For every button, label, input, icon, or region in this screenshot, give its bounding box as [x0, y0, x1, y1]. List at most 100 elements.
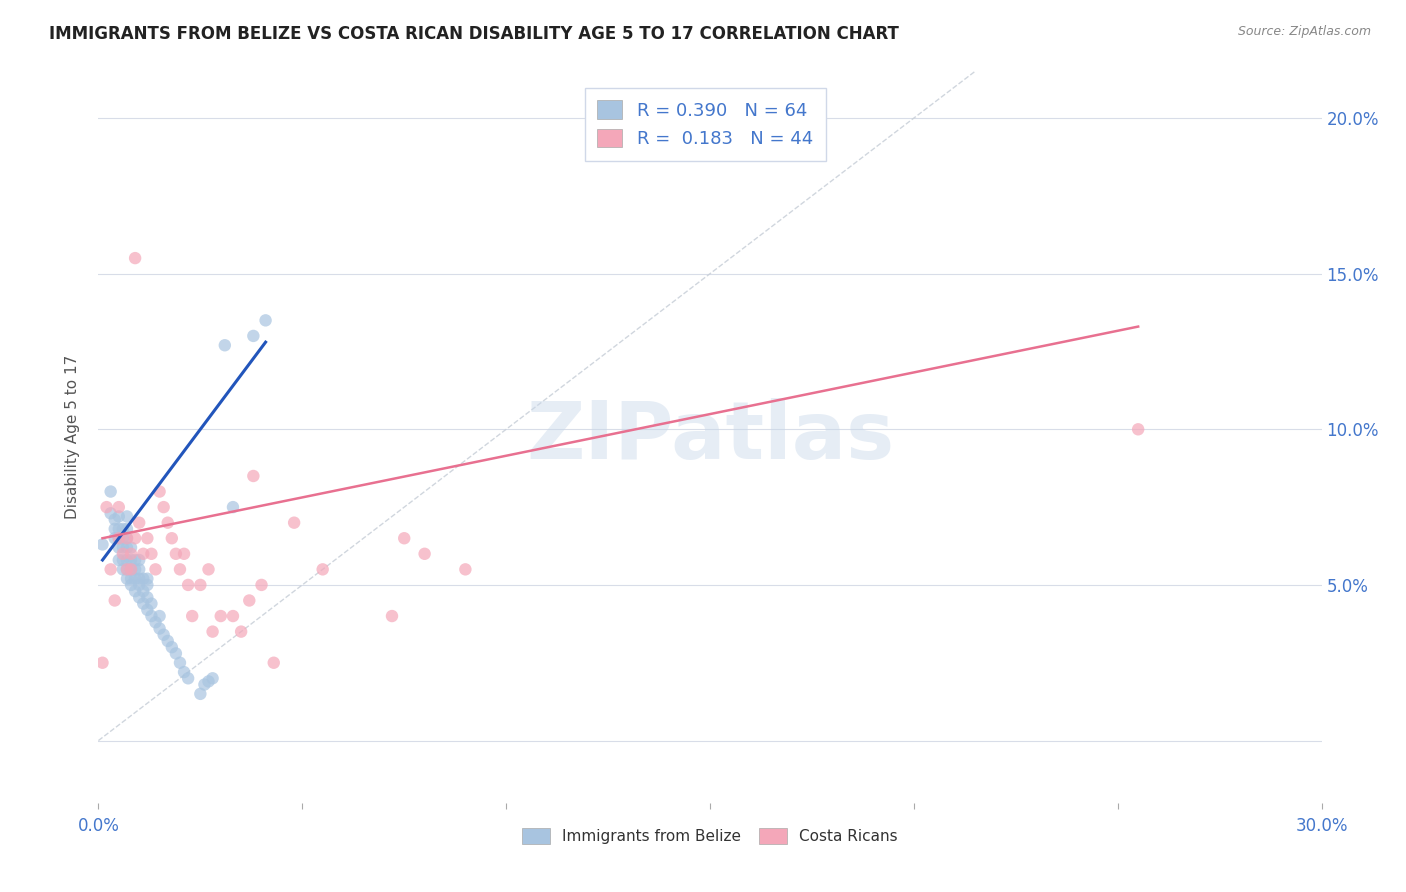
Point — [242, 329, 264, 343]
Point — [188, 578, 212, 592]
Point — [104, 593, 127, 607]
Point — [197, 562, 219, 576]
Point — [242, 469, 264, 483]
Point — [120, 541, 142, 555]
Point — [141, 547, 163, 561]
Point — [108, 522, 131, 536]
Point — [115, 562, 138, 576]
Point — [413, 547, 436, 561]
Point — [108, 541, 131, 555]
Point — [145, 615, 167, 630]
Point — [128, 516, 150, 530]
Point — [111, 531, 134, 545]
Point — [108, 553, 131, 567]
Point — [132, 572, 155, 586]
Point — [141, 597, 163, 611]
Point — [111, 522, 134, 536]
Point — [169, 656, 191, 670]
Point — [160, 640, 183, 655]
Point — [120, 562, 142, 576]
Point — [177, 578, 200, 592]
Point — [115, 562, 138, 576]
Point — [115, 553, 138, 567]
Point — [165, 647, 187, 661]
Point — [136, 591, 159, 605]
Point — [181, 609, 204, 624]
Point — [152, 628, 174, 642]
Point — [115, 531, 138, 545]
Point — [197, 674, 219, 689]
Point — [128, 572, 150, 586]
Point — [124, 251, 146, 265]
Text: IMMIGRANTS FROM BELIZE VS COSTA RICAN DISABILITY AGE 5 TO 17 CORRELATION CHART: IMMIGRANTS FROM BELIZE VS COSTA RICAN DI… — [49, 25, 898, 43]
Point — [145, 562, 167, 576]
Point — [128, 562, 150, 576]
Point — [128, 591, 150, 605]
Point — [111, 562, 134, 576]
Point — [115, 509, 138, 524]
Point — [149, 609, 172, 624]
Point — [104, 522, 127, 536]
Point — [165, 547, 187, 561]
Point — [128, 553, 150, 567]
Point — [124, 584, 146, 599]
Point — [128, 578, 150, 592]
Point — [188, 687, 212, 701]
Point — [381, 609, 404, 624]
Legend: Immigrants from Belize, Costa Ricans: Immigrants from Belize, Costa Ricans — [516, 822, 904, 850]
Point — [132, 584, 155, 599]
Point — [136, 572, 159, 586]
Point — [214, 338, 236, 352]
Point — [254, 313, 277, 327]
Point — [120, 572, 142, 586]
Point — [238, 593, 260, 607]
Point — [100, 506, 122, 520]
Point — [136, 578, 159, 592]
Point — [312, 562, 335, 576]
Point — [173, 665, 195, 679]
Point — [108, 531, 131, 545]
Point — [231, 624, 253, 639]
Point — [209, 609, 232, 624]
Point — [115, 541, 138, 555]
Text: Source: ZipAtlas.com: Source: ZipAtlas.com — [1237, 25, 1371, 38]
Point — [177, 671, 200, 685]
Point — [115, 531, 138, 545]
Text: ZIPatlas: ZIPatlas — [526, 398, 894, 476]
Point — [111, 553, 134, 567]
Point — [250, 578, 273, 592]
Point — [169, 562, 191, 576]
Y-axis label: Disability Age 5 to 17: Disability Age 5 to 17 — [65, 355, 80, 519]
Point — [136, 531, 159, 545]
Point — [149, 622, 172, 636]
Point — [124, 531, 146, 545]
Point — [111, 547, 134, 561]
Point — [1128, 422, 1150, 436]
Point — [160, 531, 183, 545]
Point — [108, 531, 131, 545]
Point — [156, 516, 179, 530]
Point — [152, 500, 174, 515]
Point — [193, 677, 215, 691]
Point — [454, 562, 477, 576]
Point — [120, 578, 142, 592]
Point — [120, 562, 142, 576]
Point — [136, 603, 159, 617]
Point — [115, 572, 138, 586]
Point — [124, 562, 146, 576]
Point — [392, 531, 416, 545]
Point — [156, 634, 179, 648]
Point — [120, 553, 142, 567]
Point — [124, 553, 146, 567]
Point — [108, 500, 131, 515]
Point — [132, 597, 155, 611]
Point — [201, 671, 224, 685]
Point — [201, 624, 224, 639]
Point — [120, 547, 142, 561]
Point — [104, 531, 127, 545]
Point — [283, 516, 305, 530]
Point — [141, 609, 163, 624]
Point — [91, 537, 114, 551]
Point — [104, 512, 127, 526]
Point — [96, 500, 118, 515]
